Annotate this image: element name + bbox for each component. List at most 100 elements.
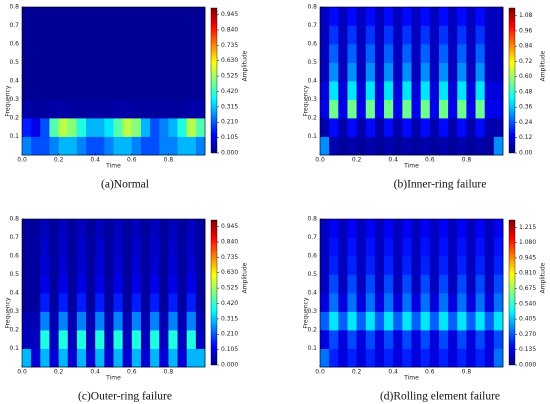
heat-cell: [104, 293, 114, 312]
heat-cell: [186, 330, 197, 349]
heat-cell: [365, 44, 376, 63]
heat-cell: [320, 118, 330, 137]
y-tick-label: 0.8: [307, 4, 317, 11]
heat-cell: [159, 219, 169, 238]
heat-cell: [475, 256, 486, 275]
caption: (a)Normal: [101, 179, 149, 191]
colorbar: [210, 7, 218, 154]
heat-cell: [493, 118, 504, 137]
heat-cell: [402, 44, 412, 63]
heat-cell: [49, 25, 59, 45]
heat-cell: [195, 219, 206, 238]
heat-cell: [475, 118, 486, 137]
heat-cell: [320, 311, 330, 331]
heat-cell: [177, 118, 188, 137]
heat-cell: [58, 330, 69, 349]
heat-cell: [95, 237, 105, 257]
heat-cell: [131, 293, 142, 312]
heat-cell: [22, 256, 32, 275]
heat-cell: [448, 81, 458, 100]
heat-cell: [493, 274, 504, 294]
heat-cell: [168, 81, 178, 100]
heat-cell: [411, 62, 422, 82]
heat-cell: [49, 44, 59, 63]
heat-cell: [168, 348, 178, 368]
heat-cell: [402, 293, 412, 312]
heat-cell: [448, 293, 458, 312]
heat-cell: [67, 330, 78, 349]
heat-cell: [104, 256, 114, 275]
heat-cell: [438, 81, 449, 100]
heat-cell: [338, 219, 348, 238]
y-tick-label: 0.8: [9, 216, 19, 223]
heat-cell: [420, 219, 431, 238]
heat-cell: [104, 81, 114, 100]
heat-cell: [150, 44, 160, 63]
heat-cell: [49, 293, 59, 312]
y-tick-label: 0.3: [9, 308, 19, 315]
heat-cell: [466, 256, 476, 275]
heat-cell: [356, 256, 367, 275]
heat-cell: [150, 25, 160, 45]
heat-cell: [131, 311, 142, 331]
heat-cell: [484, 62, 495, 82]
heat-cell: [411, 25, 422, 45]
heat-cell: [374, 311, 385, 331]
y-tick-label: 0.8: [9, 4, 19, 11]
heat-cell: [186, 81, 197, 100]
y-tick-label: 0.2: [9, 327, 19, 334]
heat-cell: [22, 62, 32, 82]
heat-cell: [49, 99, 59, 119]
heat-cell: [356, 274, 367, 294]
caption: (b)Inner-ring failure: [394, 179, 487, 191]
heat-cell: [31, 136, 41, 156]
heat-cell: [438, 62, 449, 82]
heat-cell: [31, 256, 41, 275]
heat-cell: [150, 330, 160, 349]
colorbar-tick-label: 0.135: [519, 346, 536, 353]
heat-cell: [475, 311, 486, 331]
heat-cell: [22, 99, 32, 119]
heat-cell: [384, 348, 394, 368]
heat-cell: [140, 219, 151, 238]
heat-cell: [131, 99, 142, 119]
heat-cell: [159, 99, 169, 119]
heat-cell: [374, 118, 385, 137]
heat-cell: [40, 7, 50, 26]
colorbar-tick-label: 0.000: [221, 362, 238, 369]
heat-cell: [374, 99, 385, 119]
heat-cell: [448, 256, 458, 275]
heat-cell: [402, 136, 412, 156]
heat-cell: [329, 62, 339, 82]
heat-cell: [122, 81, 133, 100]
colorbar-tick-label: 0.000: [519, 362, 536, 369]
heat-cell: [329, 99, 339, 119]
y-tick-label: 0.7: [307, 22, 317, 29]
heat-cell: [457, 293, 467, 312]
heat-cell: [438, 237, 449, 257]
x-tick-label: 0.6: [127, 369, 137, 376]
heat-cell: [195, 330, 206, 349]
heat-cell: [429, 118, 440, 137]
y-tick-label: 0.4: [307, 290, 317, 297]
heat-cell: [329, 219, 339, 238]
heat-cell: [195, 99, 206, 119]
heat-cell: [140, 118, 151, 137]
heat-cell: [86, 44, 96, 63]
heat-cell: [131, 62, 142, 82]
heat-cell: [131, 136, 142, 156]
y-tick-label: 0.6: [307, 41, 317, 48]
x-tick-label: 0.4: [388, 369, 398, 376]
heat-cell: [159, 7, 169, 26]
x-axis-label: Time: [105, 375, 121, 382]
heat-cell: [429, 44, 440, 63]
heat-cell: [67, 293, 78, 312]
heat-cell: [384, 44, 394, 63]
heat-cell: [384, 118, 394, 137]
y-tick-label: 0.5: [307, 271, 317, 278]
heat-cell: [448, 136, 458, 156]
heat-cell: [58, 348, 69, 368]
heat-cell: [67, 81, 78, 100]
heat-cell: [122, 311, 133, 331]
